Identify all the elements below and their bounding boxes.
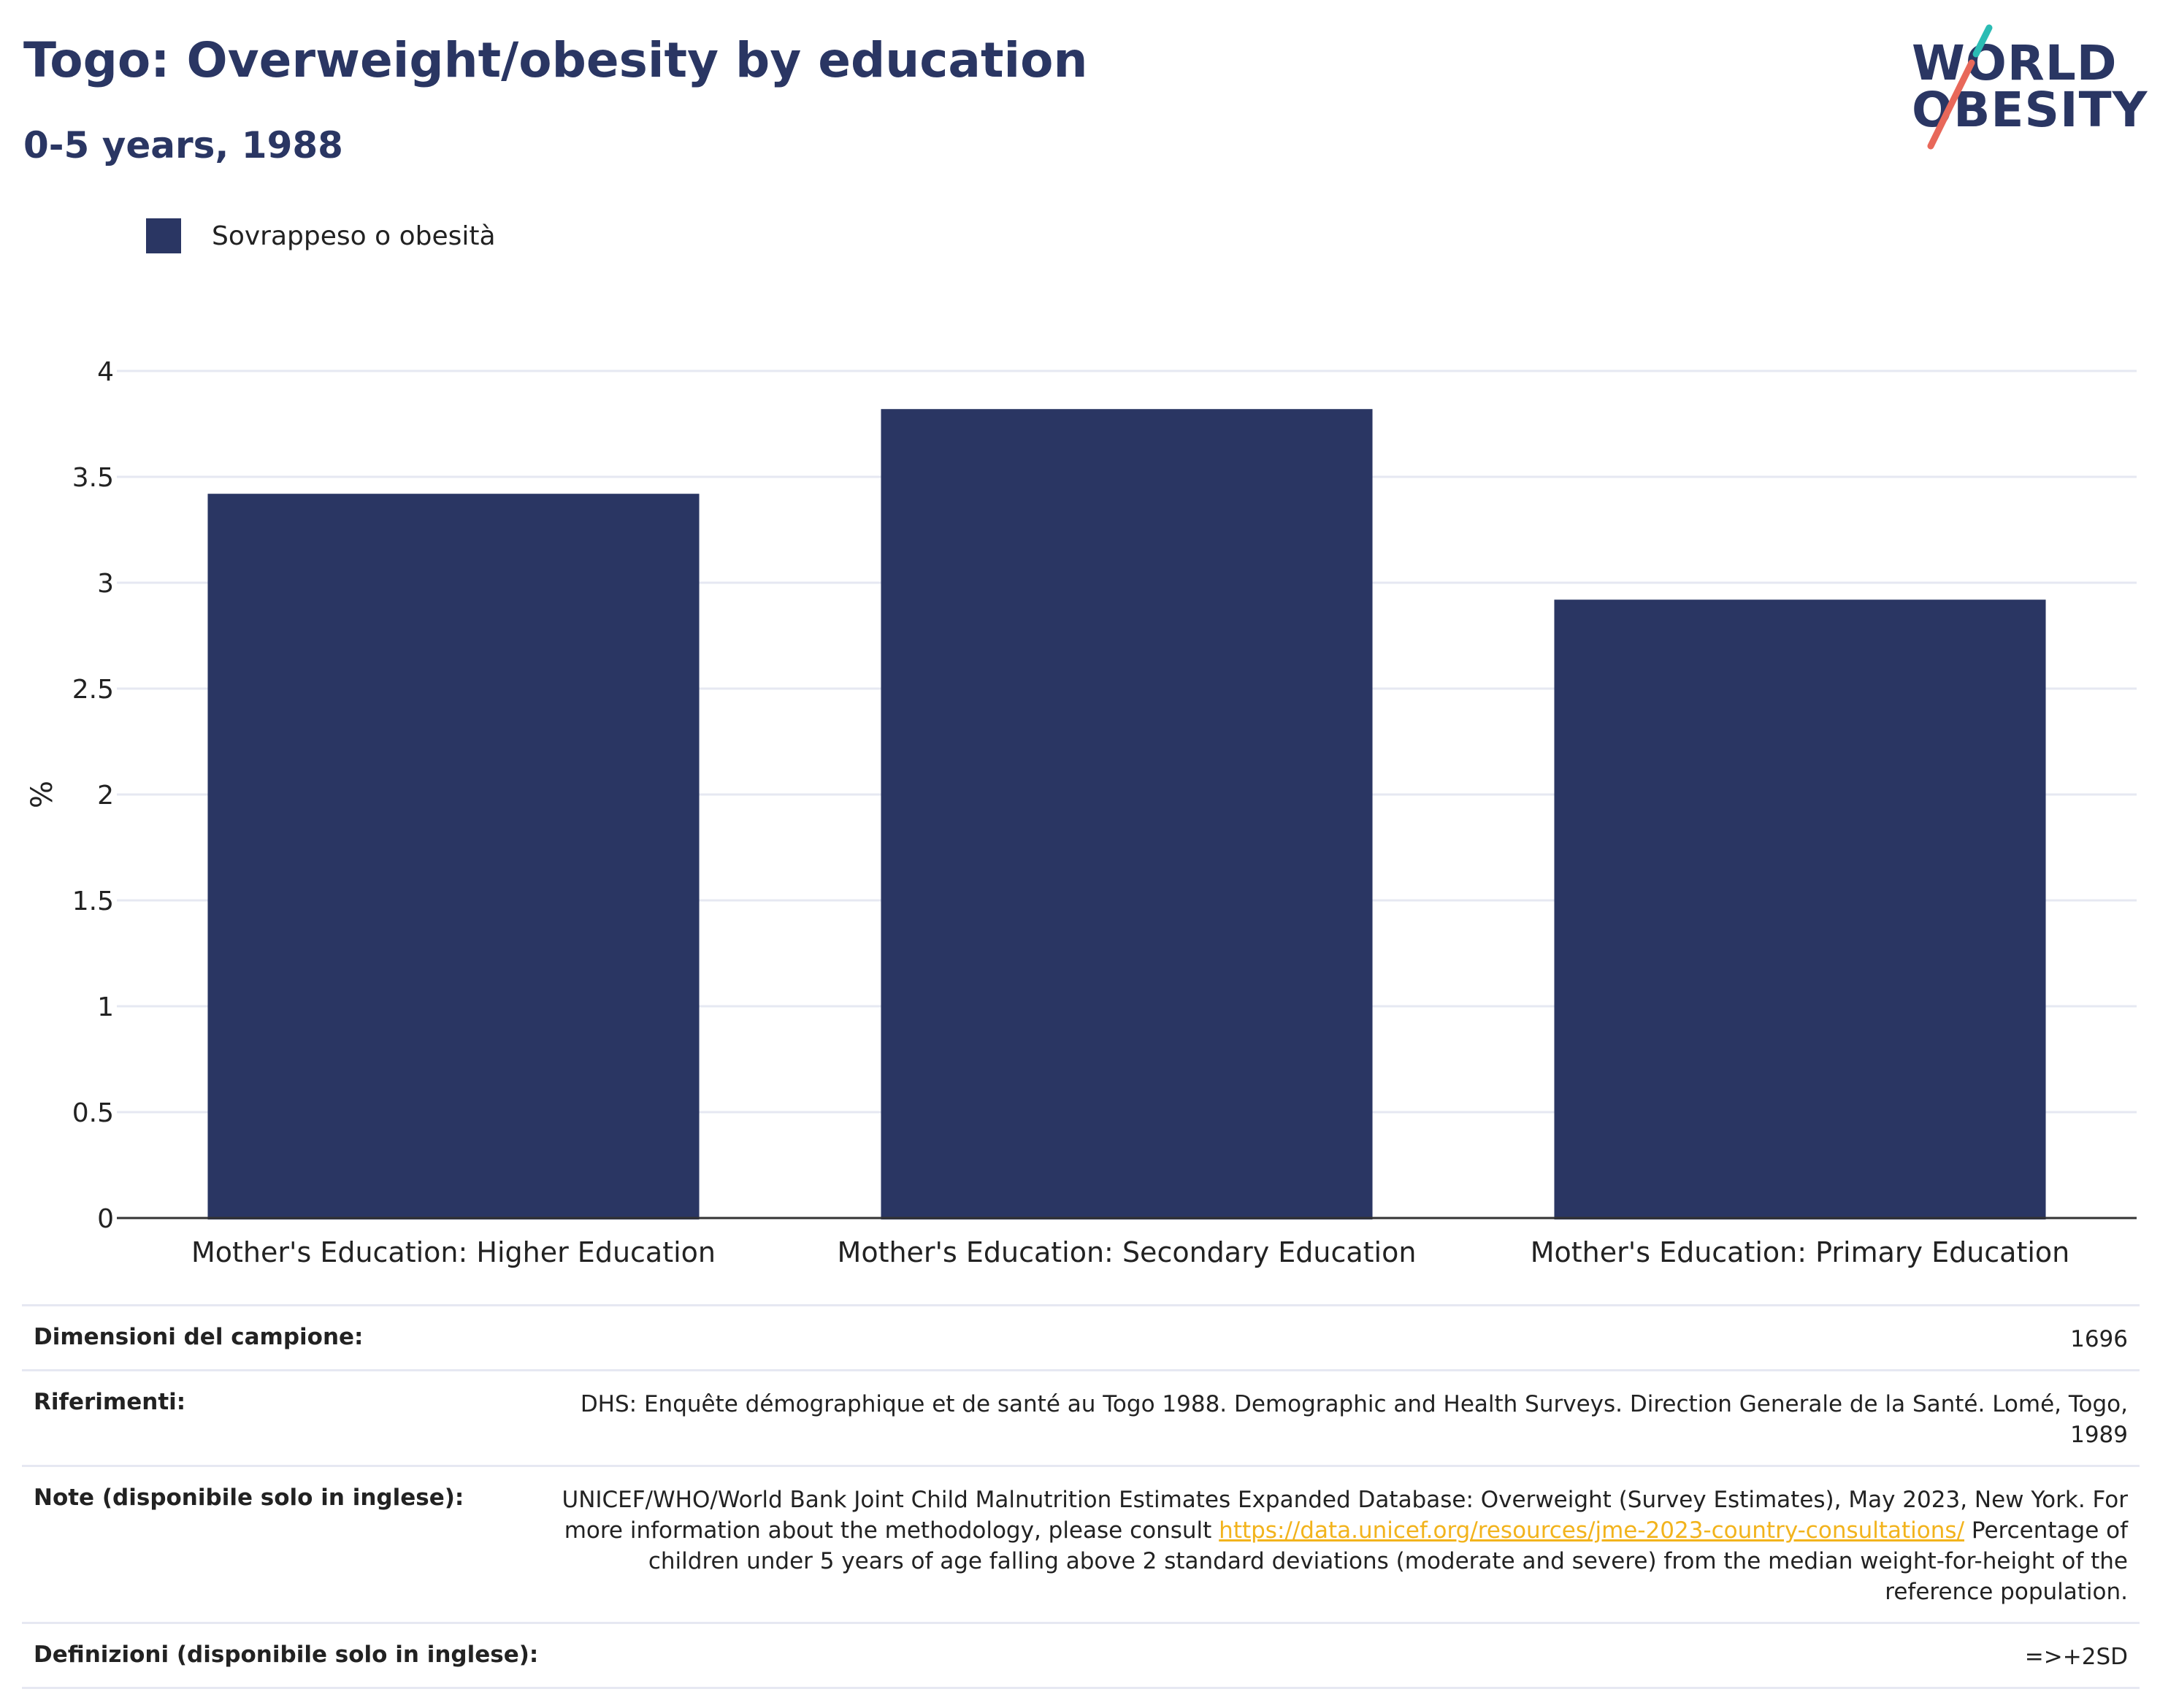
world-obesity-logo: WORLD OBESITY bbox=[1899, 20, 2147, 159]
chart-title: Togo: Overweight/obesity by education bbox=[23, 32, 1088, 88]
notes-text-before: UNICEF/WHO/World Bank Joint Child Malnut… bbox=[562, 1487, 2129, 1544]
y-tick-label: 1.5 bbox=[72, 886, 114, 916]
notes-value: UNICEF/WHO/World Bank Joint Child Malnut… bbox=[551, 1485, 2129, 1607]
references-label: Riferimenti: bbox=[34, 1389, 186, 1415]
info-row-references: Riferimenti: DHS: Enquête démographique … bbox=[22, 1369, 2140, 1465]
notes-link[interactable]: https://data.unicef.org/resources/jme-20… bbox=[1219, 1517, 1965, 1544]
bar[interactable] bbox=[207, 494, 700, 1219]
chart-legend: Sovrappeso o obesità bbox=[146, 218, 496, 254]
definitions-label: Definizioni (disponibile solo in inglese… bbox=[34, 1642, 539, 1668]
sample-size-label: Dimensioni del campione: bbox=[34, 1324, 364, 1350]
info-row-notes: Note (disponibile solo in inglese): UNIC… bbox=[22, 1465, 2140, 1622]
x-tick-label: Mother's Education: Primary Education bbox=[1531, 1236, 2070, 1268]
y-tick-label: 4 bbox=[97, 357, 114, 387]
y-tick-label: 0 bbox=[97, 1204, 114, 1234]
info-row-definitions: Definizioni (disponibile solo in inglese… bbox=[22, 1622, 2140, 1689]
bar[interactable] bbox=[1554, 600, 2046, 1219]
logo-slash-icon bbox=[1927, 24, 1993, 150]
references-value: DHS: Enquête démographique et de santé a… bbox=[580, 1391, 2128, 1448]
definitions-value: =>+2SD bbox=[2024, 1644, 2128, 1670]
info-row-sample-size: Dimensioni del campione: 1696 bbox=[22, 1304, 2140, 1369]
notes-text-after: Percentage of children under 5 years of … bbox=[648, 1517, 2128, 1605]
info-table: Dimensioni del campione: 1696 Riferiment… bbox=[22, 1304, 2140, 1689]
y-tick-label: 3 bbox=[97, 569, 114, 599]
chart-subtitle: 0-5 years, 1988 bbox=[23, 124, 343, 166]
y-tick-labels: 0 0.5 1 1.5 2 2.5 3 3.5 4 bbox=[72, 357, 114, 1234]
y-tick-label: 0.5 bbox=[72, 1098, 114, 1128]
logo-text-world: WORLD bbox=[1912, 35, 2118, 91]
y-tick-label: 2.5 bbox=[72, 675, 114, 705]
y-tick-label: 3.5 bbox=[72, 463, 114, 493]
bars bbox=[207, 409, 2046, 1220]
bar-chart: 0 0.5 1 1.5 2 2.5 3 3.5 4 Mother's Education: Hi… bbox=[72, 357, 2137, 1268]
notes-label: Note (disponibile solo in inglese): bbox=[34, 1485, 464, 1511]
x-tick-label: Mother's Education: Secondary Education bbox=[838, 1236, 1417, 1268]
legend-label: Sovrappeso o obesità bbox=[212, 221, 496, 251]
bar[interactable] bbox=[881, 409, 1373, 1220]
sample-size-value: 1696 bbox=[2070, 1326, 2128, 1352]
x-tick-labels: Mother's Education: Higher Education Moth… bbox=[191, 1236, 2069, 1268]
y-tick-label: 2 bbox=[97, 781, 114, 811]
y-tick-label: 1 bbox=[97, 992, 114, 1022]
legend-swatch bbox=[146, 218, 181, 253]
x-tick-label: Mother's Education: Higher Education bbox=[191, 1236, 716, 1268]
